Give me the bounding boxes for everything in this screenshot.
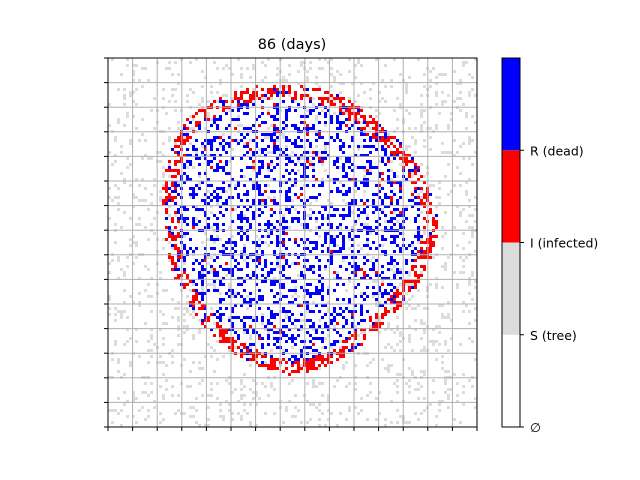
x-ticks [107, 427, 478, 431]
colorbar-frame [501, 57, 521, 428]
colorbar-segment-2 [502, 150, 520, 243]
colorbar-label: ∅ [530, 420, 541, 435]
plot-frame [107, 57, 478, 428]
cell-map [108, 58, 477, 427]
colorbar-label: R (dead) [530, 143, 584, 158]
colorbar: ∅ S (tree) I (infected) R (dead) [501, 57, 598, 435]
heatmap-plot [104, 57, 478, 431]
colorbar-segment-3 [502, 58, 520, 151]
y-ticks [104, 57, 108, 428]
colorbar-segment-1 [502, 242, 520, 335]
colorbar-label: I (infected) [530, 236, 598, 251]
heatmap-cells [108, 58, 477, 427]
chart-title: 86 (days) [258, 37, 327, 53]
colorbar-segment-0 [502, 334, 520, 427]
colorbar-label: S (tree) [530, 328, 577, 343]
gridlines [108, 58, 477, 427]
